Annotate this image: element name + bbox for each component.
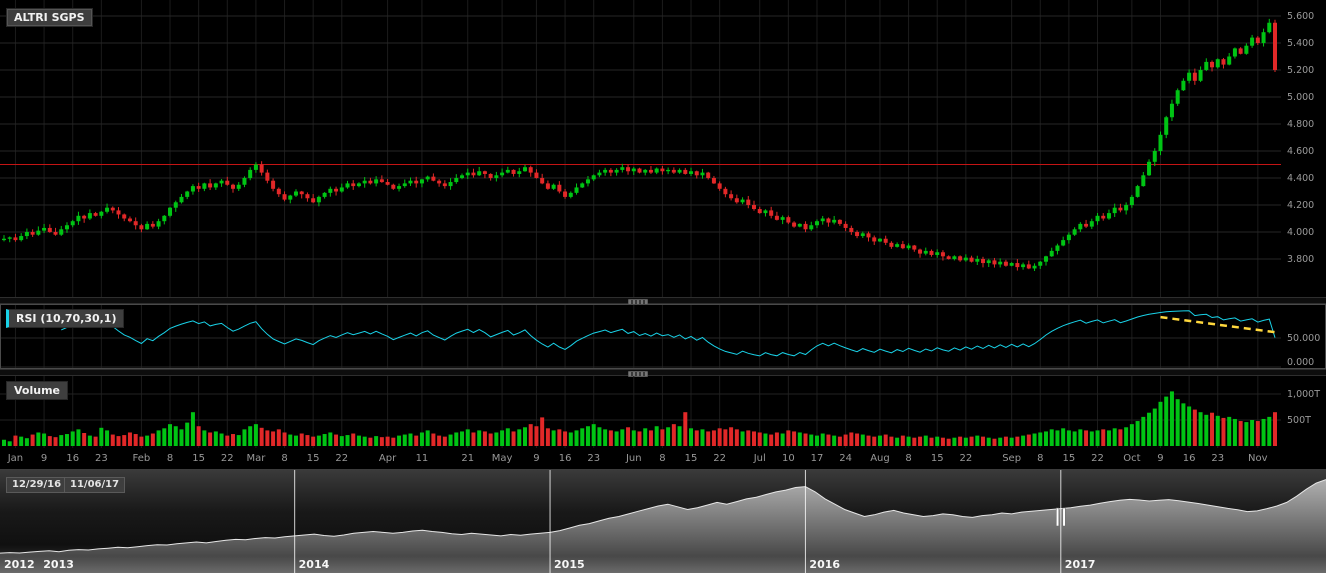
svg-text:22: 22 <box>1091 453 1104 464</box>
price-chart-canvas[interactable]: 5.600 5.400 5.200 5.000 4.800 4.600 4.400 4.200… <box>0 0 1326 297</box>
svg-text:Jun: Jun <box>625 453 642 464</box>
svg-text:Oct: Oct <box>1123 453 1140 464</box>
rsi-panel-frame <box>0 304 1326 369</box>
svg-text:15: 15 <box>307 453 320 464</box>
svg-text:Apr: Apr <box>379 453 397 464</box>
history-navigator: 2012 2013 2014 2015 2016 2017 12/29/16 11/06/… <box>0 469 1326 573</box>
symbol-label[interactable]: ALTRI SGPS <box>6 8 93 27</box>
svg-text:2012: 2012 <box>4 558 35 571</box>
svg-text:22: 22 <box>959 453 972 464</box>
svg-text:15: 15 <box>931 453 944 464</box>
svg-text:5.200: 5.200 <box>1287 65 1314 76</box>
svg-text:Sep: Sep <box>1002 453 1021 464</box>
svg-text:16: 16 <box>1183 453 1196 464</box>
svg-text:Aug: Aug <box>870 453 890 464</box>
candlestick-series <box>2 18 1277 272</box>
svg-text:4.800: 4.800 <box>1287 119 1314 130</box>
svg-text:11: 11 <box>416 453 429 464</box>
svg-text:9: 9 <box>41 453 47 464</box>
rsi-grid <box>0 304 1281 369</box>
rsi-line <box>61 310 1276 357</box>
navigator-canvas[interactable]: 2012 2013 2014 2015 2016 2017 <box>0 470 1326 573</box>
svg-text:4.600: 4.600 <box>1287 146 1314 157</box>
svg-text:8: 8 <box>1037 453 1043 464</box>
svg-text:0.000: 0.000 <box>1287 357 1314 368</box>
svg-text:2016: 2016 <box>809 558 840 571</box>
svg-text:17: 17 <box>811 453 824 464</box>
svg-text:22: 22 <box>713 453 726 464</box>
svg-text:23: 23 <box>587 453 600 464</box>
svg-text:23: 23 <box>95 453 108 464</box>
range-start-date: 12/29/16 <box>6 477 68 493</box>
navigator-line <box>0 479 1326 554</box>
time-axis-tick-labels: Jan 9 16 23 Feb 8 15 22 Mar 8 15 22 Apr 11 21 May 9 16 23 J… <box>7 453 1268 464</box>
panel-splitter <box>0 369 1326 377</box>
rsi-chart-canvas[interactable]: 50.000 0.000 <box>0 304 1326 369</box>
volume-bars <box>2 391 1277 446</box>
panel-resize-handle-icon[interactable] <box>628 371 648 377</box>
volume-axis-labels: 1,000T 500T <box>1287 389 1320 426</box>
svg-text:9: 9 <box>1157 453 1163 464</box>
svg-text:3.800: 3.800 <box>1287 254 1314 265</box>
volume-panel: 1,000T 500T Volume <box>0 376 1326 448</box>
rsi-indicator-label[interactable]: RSI (10,70,30,1) <box>6 309 125 328</box>
rsi-panel: 50.000 0.000 RSI (10,70,30,1) <box>0 304 1326 369</box>
svg-text:16: 16 <box>559 453 572 464</box>
svg-text:Jul: Jul <box>753 453 766 464</box>
range-slider-handle[interactable] <box>1056 507 1066 527</box>
rsi-divergence-trendline[interactable] <box>1160 315 1276 334</box>
volume-indicator-label[interactable]: Volume <box>6 381 68 400</box>
price-grid <box>0 0 1281 297</box>
navigator-area <box>0 479 1326 573</box>
svg-text:24: 24 <box>839 453 852 464</box>
price-panel: 5.600 5.400 5.200 5.000 4.800 4.600 4.400 4.200… <box>0 0 1326 297</box>
time-axis-labels: Jan 9 16 23 Feb 8 15 22 Mar 8 15 22 Apr 11 21 May 9 16 23 J… <box>7 453 1268 464</box>
svg-text:2015: 2015 <box>554 558 585 571</box>
rsi-axis-labels: 50.000 0.000 <box>1287 333 1320 368</box>
svg-text:4.200: 4.200 <box>1287 200 1314 211</box>
price-axis-labels: 5.600 5.400 5.200 5.000 4.800 4.600 4.400 4.200… <box>1287 11 1314 265</box>
svg-text:Mar: Mar <box>246 453 266 464</box>
svg-text:500T: 500T <box>1287 415 1311 426</box>
svg-text:15: 15 <box>1063 453 1076 464</box>
svg-text:8: 8 <box>281 453 287 464</box>
svg-text:8: 8 <box>659 453 665 464</box>
range-end-date: 11/06/17 <box>64 477 126 493</box>
year-labels: 2012 2013 2014 2015 2016 2017 <box>4 558 1095 571</box>
time-axis: Jan 9 16 23 Feb 8 15 22 Mar 8 15 22 Apr 11 21 May 9 16 23 J… <box>0 448 1326 469</box>
svg-text:Jan: Jan <box>7 453 23 464</box>
svg-text:1,000T: 1,000T <box>1287 389 1320 400</box>
svg-text:8: 8 <box>167 453 173 464</box>
svg-text:9: 9 <box>533 453 539 464</box>
svg-text:2014: 2014 <box>299 558 330 571</box>
svg-text:5.400: 5.400 <box>1287 38 1314 49</box>
svg-text:2017: 2017 <box>1065 558 1096 571</box>
panel-splitter <box>0 297 1326 305</box>
svg-text:21: 21 <box>461 453 474 464</box>
svg-text:Nov: Nov <box>1248 453 1268 464</box>
svg-text:22: 22 <box>335 453 348 464</box>
svg-text:2013: 2013 <box>43 558 74 571</box>
svg-text:15: 15 <box>192 453 205 464</box>
svg-text:4.000: 4.000 <box>1287 227 1314 238</box>
svg-text:23: 23 <box>1211 453 1224 464</box>
svg-text:10: 10 <box>782 453 795 464</box>
volume-chart-canvas[interactable]: 1,000T 500T <box>0 376 1326 448</box>
svg-text:4.400: 4.400 <box>1287 173 1314 184</box>
svg-text:15: 15 <box>685 453 698 464</box>
svg-text:16: 16 <box>66 453 79 464</box>
svg-text:8: 8 <box>905 453 911 464</box>
svg-text:22: 22 <box>221 453 234 464</box>
svg-text:5.600: 5.600 <box>1287 11 1314 22</box>
navigator-gloss <box>0 556 1326 573</box>
svg-text:5.000: 5.000 <box>1287 92 1314 103</box>
svg-text:50.000: 50.000 <box>1287 333 1320 344</box>
svg-text:May: May <box>492 453 513 464</box>
svg-text:Feb: Feb <box>133 453 151 464</box>
